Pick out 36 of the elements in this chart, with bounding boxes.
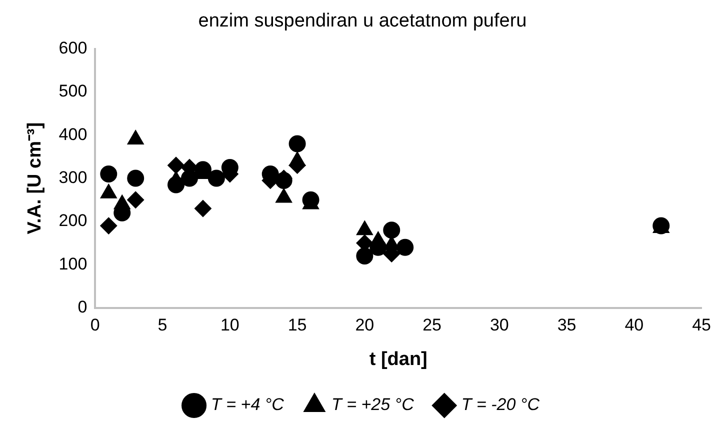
point [208,170,225,187]
x-tick-label: 30 [490,316,509,335]
y-tick-label: 600 [58,38,88,58]
chart-title: enzim suspendiran u acetatnom puferu [198,10,527,32]
x-tick-label: 20 [355,316,374,335]
y-tick-label: 500 [58,82,88,101]
y-axis-title: V.A. [U cm⁻³] [24,122,46,234]
point [180,170,198,187]
x-tick-label: 0 [90,316,100,335]
point [383,222,400,239]
point [127,170,144,187]
point [194,200,212,218]
point [100,217,118,234]
legend-label: T = -20 °C [461,395,540,414]
point [168,156,185,174]
point [396,238,414,256]
y-tick-label: 0 [78,297,88,316]
x-axis-title: t [dan] [369,348,428,370]
legend-label: T = +25 °C [331,395,415,414]
point [356,248,374,264]
legend-label: T = +4 °C [211,395,285,414]
x-tick-label: 5 [158,316,168,335]
x-tick-label: 35 [557,316,576,335]
x-tick-label: 45 [692,316,712,335]
y-tick-label: 400 [58,124,88,144]
y-tick-label: 100 [58,254,88,274]
point [168,176,185,194]
x-tick-label: 40 [624,316,644,335]
x-tick-label: 10 [220,316,240,335]
point [100,165,118,182]
y-tick-label: 300 [58,168,88,187]
point [127,191,144,208]
point [288,135,306,152]
y-tick-label: 200 [58,211,88,230]
x-tick-label: 25 [422,316,442,335]
x-tick-label: 15 [288,316,307,335]
